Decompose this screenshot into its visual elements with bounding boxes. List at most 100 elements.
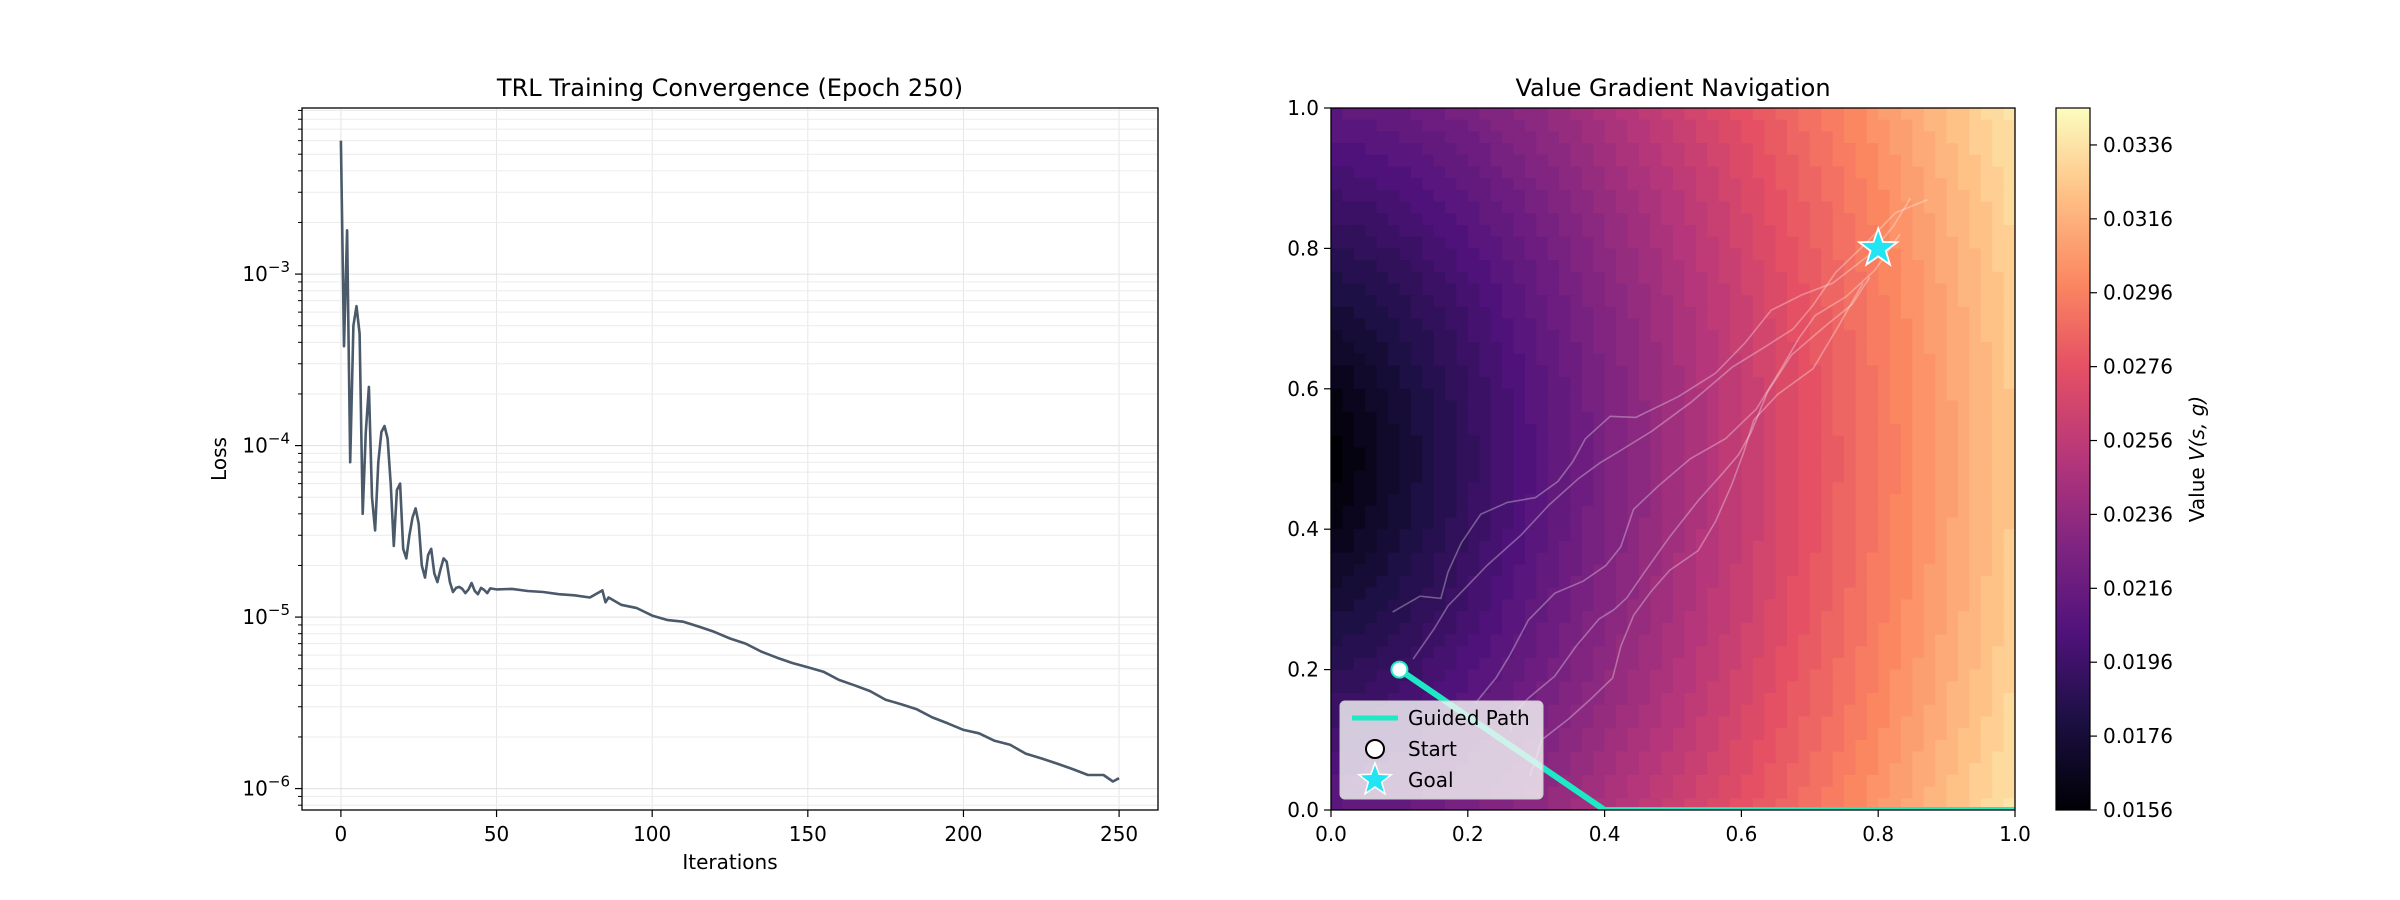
heatmap-cell [1718, 529, 1731, 542]
heatmap-cell [1331, 365, 1343, 378]
heatmap-cell [2003, 751, 2015, 764]
heatmap-cell [1479, 330, 1492, 343]
heatmap-cell [1536, 482, 1549, 495]
heatmap-cell [1513, 189, 1526, 203]
heatmap-cell [1798, 774, 1811, 788]
heatmap-cell [1787, 564, 1799, 577]
heatmap-cell [1832, 505, 1845, 519]
heatmap-cell [1958, 529, 1970, 542]
heatmap-cell [1946, 657, 1959, 671]
heatmap-cell [1844, 131, 1856, 144]
heatmap-cell [1479, 459, 1492, 472]
heatmap-cell [1410, 353, 1423, 366]
heatmap-cell [1730, 505, 1742, 519]
heatmap-cell [1866, 388, 1879, 402]
heatmap-cell [1410, 213, 1423, 226]
heatmap-cell [1365, 681, 1378, 694]
heatmap-cell [1923, 166, 1936, 179]
heatmap-cell [1923, 353, 1936, 366]
heatmap-cell [1410, 505, 1423, 519]
heatmap-cell [2003, 786, 2015, 799]
heatmap-cell [1741, 576, 1754, 589]
heatmap-cell [1695, 529, 1708, 542]
heatmap-cell [1661, 248, 1674, 261]
heatmap-cell [1353, 248, 1366, 261]
heatmap-cell [1912, 505, 1925, 519]
heatmap-cell [1376, 505, 1389, 519]
heatmap-cell [1798, 716, 1811, 729]
heatmap-cell [1433, 283, 1446, 296]
heatmap-cell [1809, 751, 1822, 764]
heatmap-cell [1513, 271, 1526, 285]
heatmap-cell [1627, 751, 1640, 764]
heatmap-cell [1581, 763, 1594, 776]
heatmap-cell [1992, 798, 2005, 810]
heatmap-cell [1616, 108, 1628, 121]
heatmap-cell [1673, 306, 1685, 320]
heatmap-cell [1593, 447, 1606, 460]
heatmap-cell [1559, 552, 1571, 565]
heatmap-cell [1388, 248, 1400, 261]
heatmap-cell [1604, 728, 1617, 741]
heatmap-cell [1650, 236, 1663, 249]
heatmap-cell [1433, 131, 1446, 144]
heatmap-cell [1673, 774, 1685, 788]
heatmap-cell [1707, 412, 1720, 425]
heatmap-cell [1707, 576, 1720, 589]
heatmap-cell [1752, 552, 1765, 565]
heatmap-cell [1433, 657, 1446, 671]
heatmap-cell [1638, 716, 1651, 729]
heatmap-cell [1764, 646, 1777, 659]
heatmap-cell [1638, 587, 1651, 600]
heatmap-cell [1832, 178, 1845, 191]
heatmap-cell [1809, 178, 1822, 191]
heatmap-cell [1627, 189, 1640, 203]
heatmap-cell [1809, 119, 1822, 132]
heatmap-cell [1889, 494, 1902, 507]
heatmap-cell [1764, 225, 1777, 238]
heatmap-cell [1752, 260, 1765, 273]
heatmap-cell [1467, 517, 1480, 530]
heatmap-cell [1365, 423, 1378, 437]
heatmap-cell [1855, 728, 1868, 741]
heatmap-cell [1878, 716, 1891, 729]
heatmap-cell [1741, 330, 1754, 343]
heatmap-cell [1992, 611, 2005, 624]
heatmap-cell [1787, 798, 1799, 810]
heatmap-cell [1456, 423, 1469, 437]
heatmap-cell [1616, 412, 1628, 425]
heatmap-cell [1627, 225, 1640, 238]
heatmap-cell [1490, 225, 1503, 238]
heatmap-cell [1616, 634, 1628, 647]
heatmap-cell [1798, 412, 1811, 425]
heatmap-cell [1901, 622, 1913, 636]
heatmap-cell [1798, 494, 1811, 507]
heatmap-cell [1832, 271, 1845, 285]
heatmap-cell [1604, 400, 1617, 413]
heatmap-cell [1559, 377, 1571, 390]
heatmap-cell [1502, 131, 1514, 144]
heatmap-cell [1958, 576, 1970, 589]
heatmap-cell [1559, 283, 1571, 296]
heatmap-cell [1673, 365, 1685, 378]
heatmap-cell [1559, 365, 1571, 378]
heatmap-cell [1855, 576, 1868, 589]
heatmap-cell [1467, 330, 1480, 343]
value-y-tick-label: 0.8 [1287, 236, 1319, 260]
heatmap-cell [1593, 763, 1606, 776]
heatmap-cell [1627, 470, 1640, 483]
heatmap-cell [1467, 225, 1480, 238]
heatmap-cell [1593, 505, 1606, 519]
heatmap-cell [1969, 786, 1982, 799]
heatmap-cell [1832, 435, 1845, 448]
heatmap-cell [1878, 739, 1891, 753]
heatmap-cell [1661, 388, 1674, 402]
heatmap-cell [1467, 657, 1480, 671]
heatmap-cell [1593, 646, 1606, 659]
heatmap-cell [1958, 482, 1970, 495]
heatmap-cell [1353, 342, 1366, 355]
heatmap-cell [1479, 622, 1492, 636]
heatmap-cell [1604, 143, 1617, 156]
heatmap-cell [1638, 412, 1651, 425]
heatmap-cell [1570, 646, 1583, 659]
